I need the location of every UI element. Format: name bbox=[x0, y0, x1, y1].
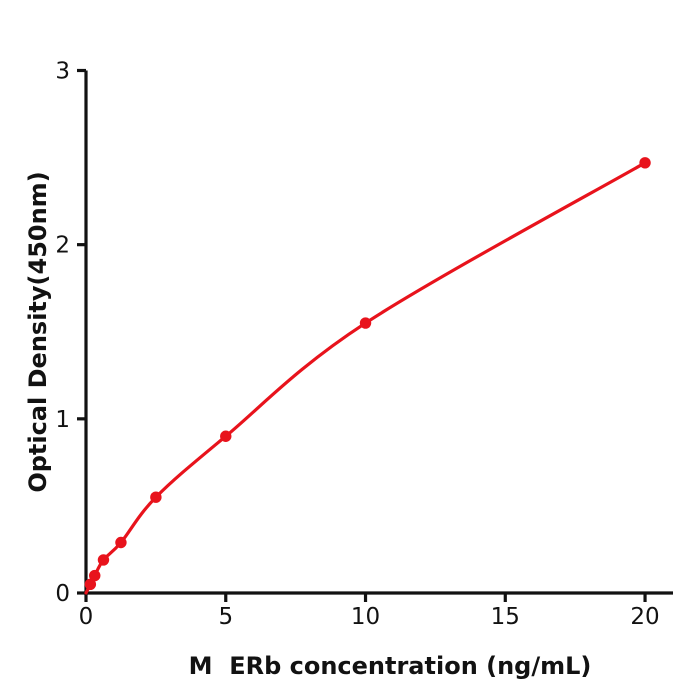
y-tick-label: 2 bbox=[55, 233, 70, 259]
standard-curve-line bbox=[84, 161, 647, 595]
data-point bbox=[84, 578, 97, 590]
data-point bbox=[359, 317, 372, 329]
x-tick-label: 15 bbox=[491, 604, 520, 630]
y-tick-label: 3 bbox=[55, 59, 70, 85]
x-tick-label: 10 bbox=[351, 604, 380, 630]
x-tick-label: 0 bbox=[79, 604, 94, 630]
data-point bbox=[89, 569, 101, 582]
data-point bbox=[150, 491, 162, 503]
data-point bbox=[639, 157, 651, 169]
y-tick-label: 1 bbox=[55, 407, 70, 433]
data-point bbox=[115, 536, 127, 549]
x-axis-title: M ERb concentration (ng/mL) bbox=[188, 652, 592, 680]
x-tick-label: 20 bbox=[630, 604, 659, 630]
y-tick-label: 0 bbox=[55, 581, 70, 607]
data-point bbox=[220, 430, 232, 442]
x-tick-label: 5 bbox=[218, 604, 233, 630]
y-axis-title: Optical Density(450nm) bbox=[23, 171, 52, 493]
data-point bbox=[97, 554, 110, 566]
